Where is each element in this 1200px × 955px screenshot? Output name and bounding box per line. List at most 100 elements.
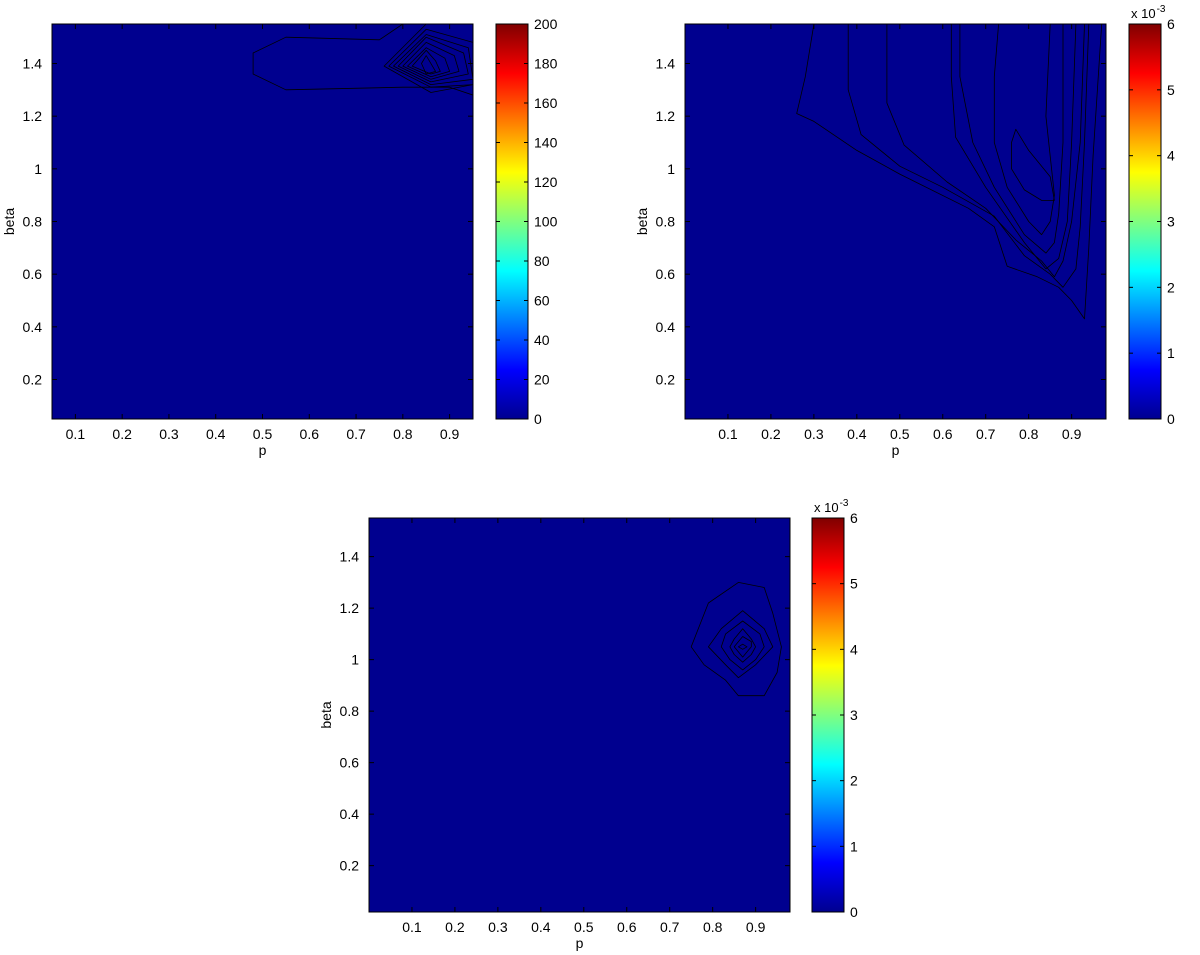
y-tick-label: 1 bbox=[351, 652, 359, 668]
colorbar-gradient bbox=[1128, 23, 1162, 420]
contour-level-3 bbox=[720, 620, 765, 671]
colorbar-tick-label: 2 bbox=[1167, 279, 1175, 295]
colorbar-tick-label: 60 bbox=[534, 293, 550, 309]
colorbar-tick-label: 5 bbox=[850, 576, 858, 592]
x-axis-label: p bbox=[259, 442, 267, 458]
y-tick-label: 0.8 bbox=[23, 214, 43, 230]
y-tick-label: 0.8 bbox=[340, 703, 360, 719]
contour-level-2 bbox=[847, 24, 1090, 288]
colorbar-tick-label: 140 bbox=[534, 135, 558, 151]
y-tick-label: 0.8 bbox=[656, 214, 676, 230]
colorbar-tick-label: 4 bbox=[850, 641, 858, 657]
x-tick-label: 0.5 bbox=[890, 426, 910, 442]
x-tick-label: 0.6 bbox=[933, 426, 953, 442]
colorbar-tick-label: 2 bbox=[850, 773, 858, 789]
plot-background bbox=[52, 24, 473, 419]
colorbar-tick-label: 6 bbox=[1167, 16, 1175, 32]
x-tick-label: 0.3 bbox=[488, 919, 508, 935]
colorbar-tick-label: 120 bbox=[534, 174, 558, 190]
x-tick-label: 0.7 bbox=[660, 919, 680, 935]
contour-plot-3: 0.1 0.2 0.3 0.4 0.5 0.6 0.7 0.8 0.9 0.2 0.4 0.6 0.8 1… bbox=[318, 498, 858, 951]
contour-level-4 bbox=[950, 24, 1077, 270]
y-tick-label: 1 bbox=[34, 161, 42, 177]
contour-level-3 bbox=[886, 24, 1085, 278]
y-axis-label: beta bbox=[1, 208, 17, 235]
x-tick-label: 0.6 bbox=[300, 426, 320, 442]
contour-level-6 bbox=[402, 42, 460, 80]
x-axis-label: p bbox=[576, 935, 584, 951]
x-tick-label: 0.6 bbox=[617, 919, 637, 935]
colorbar-gradient bbox=[811, 517, 845, 913]
colorbar-tick-label: 6 bbox=[850, 510, 858, 526]
contour-level-6 bbox=[993, 24, 1055, 236]
colorbar: 0 1 2 3 4 5 6x 10-3 bbox=[1128, 4, 1175, 427]
x-tick-label: 0.9 bbox=[1062, 426, 1082, 442]
y-tick-label: 0.4 bbox=[340, 806, 360, 822]
contour-level-2 bbox=[383, 24, 473, 93]
contour-level-1 bbox=[690, 582, 782, 697]
colorbar-tick-label: 3 bbox=[850, 707, 858, 723]
y-tick-label: 1 bbox=[667, 161, 675, 177]
x-tick-label: 0.3 bbox=[804, 426, 824, 442]
contour-level-8 bbox=[411, 49, 441, 75]
y-tick-label: 1.4 bbox=[656, 56, 676, 72]
y-tick-label: 0.4 bbox=[656, 319, 676, 335]
y-axis-label: beta bbox=[634, 208, 650, 235]
contour-plot-2: 0.1 0.2 0.3 0.4 0.5 0.6 0.7 0.8 0.9 0.2 0.4 0.6 0.8 1… bbox=[634, 4, 1175, 458]
contour-level-5 bbox=[397, 36, 469, 83]
colorbar-exponent: x 10-3 bbox=[814, 498, 849, 515]
x-tick-label: 0.8 bbox=[1019, 426, 1039, 442]
x-tick-label: 0.7 bbox=[976, 426, 996, 442]
x-tick-label: 0.4 bbox=[206, 426, 226, 442]
x-tick-label: 0.9 bbox=[440, 426, 460, 442]
colorbar-exponent: x 10-3 bbox=[1131, 4, 1166, 21]
y-axis-label: beta bbox=[318, 701, 334, 728]
y-tick-label: 1.4 bbox=[23, 56, 43, 72]
colorbar-tick-label: 4 bbox=[1167, 148, 1175, 164]
x-tick-label: 0.1 bbox=[718, 426, 738, 442]
y-tick-label: 0.6 bbox=[656, 266, 676, 282]
x-tick-label: 0.8 bbox=[393, 426, 413, 442]
contour-level-3 bbox=[388, 28, 473, 88]
x-tick-label: 0.9 bbox=[746, 919, 766, 935]
y-tick-label: 0.6 bbox=[23, 266, 43, 282]
y-tick-label: 1.4 bbox=[340, 549, 360, 565]
y-tick-label: 0.4 bbox=[23, 319, 43, 335]
colorbar: 0 1 2 3 4 5 6x 10-3 bbox=[811, 498, 858, 920]
contour-level-7 bbox=[407, 47, 451, 78]
colorbar-tick-label: 0 bbox=[850, 904, 858, 920]
y-tick-label: 0.2 bbox=[23, 372, 43, 388]
colorbar-tick-label: 80 bbox=[534, 253, 550, 269]
colorbar-gradient bbox=[495, 23, 529, 420]
plot-background bbox=[369, 518, 790, 912]
x-tick-label: 0.7 bbox=[346, 426, 366, 442]
contour-level-7 bbox=[1011, 128, 1055, 201]
colorbar-tick-label: 5 bbox=[1167, 82, 1175, 98]
x-tick-label: 0.1 bbox=[402, 919, 422, 935]
contour-level-2 bbox=[708, 610, 774, 679]
x-tick-label: 0.2 bbox=[761, 426, 781, 442]
x-tick-label: 0.4 bbox=[847, 426, 867, 442]
contour-level-4 bbox=[729, 628, 756, 663]
contour-level-5 bbox=[733, 636, 752, 658]
x-tick-label: 0.5 bbox=[574, 919, 594, 935]
contour-level-6 bbox=[738, 643, 748, 650]
contour-level-9 bbox=[421, 55, 437, 75]
colorbar-tick-label: 20 bbox=[534, 372, 550, 388]
x-tick-label: 0.4 bbox=[531, 919, 551, 935]
y-tick-label: 1.2 bbox=[656, 108, 676, 124]
y-tick-label: 1.2 bbox=[340, 600, 360, 616]
contour-level-1 bbox=[252, 24, 473, 96]
colorbar-tick-label: 1 bbox=[850, 838, 858, 854]
y-tick-label: 0.6 bbox=[340, 755, 360, 771]
y-tick-label: 0.2 bbox=[656, 372, 676, 388]
y-tick-label: 0.2 bbox=[340, 858, 360, 874]
colorbar-tick-label: 40 bbox=[534, 332, 550, 348]
y-tick-label: 1.2 bbox=[23, 108, 43, 124]
colorbar-tick-label: 180 bbox=[534, 56, 558, 72]
contour-plot-1: 0.1 0.2 0.3 0.4 0.5 0.6 0.7 0.8 0.9 0.2 0.4 0.6 0.8 1… bbox=[1, 16, 558, 458]
colorbar-tick-label: 200 bbox=[534, 16, 558, 32]
colorbar-tick-label: 100 bbox=[534, 214, 558, 230]
colorbar-tick-label: 3 bbox=[1167, 214, 1175, 230]
